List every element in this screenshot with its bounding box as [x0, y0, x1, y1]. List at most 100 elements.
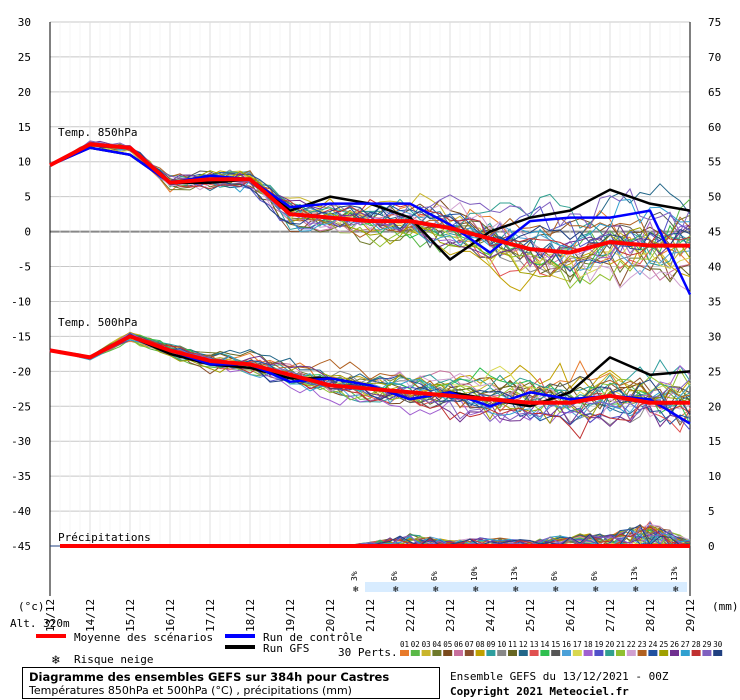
member-id-label: 03 [422, 640, 431, 649]
member-id-label: 19 [594, 640, 603, 649]
left-tick-label: -5 [18, 261, 31, 274]
left-tick-label: -40 [11, 505, 31, 518]
highlighted-runs [49, 142, 692, 548]
left-tick-label: -10 [11, 295, 31, 308]
member-id-label: 08 [476, 640, 486, 649]
altitude-label: Alt. 320m [10, 617, 70, 630]
member-color-swatch [475, 650, 485, 656]
x-tick-label: 23/12 [444, 599, 457, 632]
right-tick-label: 65 [708, 86, 721, 99]
member-color-swatch [648, 650, 658, 656]
member-color-swatch [508, 650, 517, 656]
member-color-swatch [670, 650, 679, 656]
snow-risk-label: 13% [630, 566, 639, 581]
x-axis-labels: 13/12 14/12 15/12 16/12 17/12 18/12 19/12 20/12… [44, 599, 697, 632]
member-id-label: 09 [486, 640, 495, 649]
member-id-label: 17 [573, 640, 582, 649]
right-tick-label: 40 [708, 261, 721, 274]
right-tick-label: 30 [708, 330, 721, 343]
member-id-label: 23 [638, 640, 647, 649]
member-color-swatch [616, 650, 625, 656]
snow-risk-icon: ❄ [393, 585, 399, 595]
mean-850-line [49, 142, 690, 255]
member-color-swatch [551, 650, 561, 656]
left-axis-labels: 30 25 20 15 10 5 0 -5 -10 -15 -20 -25 -30 -35 -40 -45 [11, 16, 31, 553]
legend-mean-swatch [36, 634, 66, 638]
member-id-label: 15 [551, 640, 560, 649]
member-id-label: 18 [584, 640, 594, 649]
member-line [49, 338, 691, 409]
member-color-swatch [540, 650, 550, 656]
member-id-label: 06 [454, 640, 464, 649]
left-tick-label: -30 [11, 435, 31, 448]
member-color-swatch [410, 650, 420, 656]
member-color-swatch [626, 650, 636, 656]
copyright: Copyright 2021 Meteociel.fr [450, 685, 629, 698]
member-color-swatch [486, 650, 496, 656]
snow-risk-label: 10% [470, 566, 479, 581]
member-id-label: 28 [692, 640, 702, 649]
x-tick-label: 28/12 [644, 599, 657, 632]
member-id-label: 07 [465, 640, 474, 649]
chart-title: Diagramme des ensembles GEFS sur 384h po… [29, 670, 390, 684]
member-id-label: 14 [540, 640, 550, 649]
member-color-swatch [518, 650, 528, 656]
member-id-label: 20 [605, 640, 615, 649]
member-color-swatch [659, 650, 669, 656]
member-id-label: 22 [627, 640, 636, 649]
right-tick-label: 15 [708, 435, 721, 448]
legend-perts-label: 30 Perts. [338, 646, 398, 659]
mean-500-line [49, 334, 690, 405]
legend-mean-label: Moyenne des scénarios [74, 631, 213, 644]
member-color-swatch [421, 650, 431, 656]
credits: Ensemble GEFS du 13/12/2021 - 00Z Copyri… [450, 670, 669, 700]
legend-gfs-swatch [225, 645, 255, 649]
x-tick-label: 17/12 [204, 599, 217, 632]
member-id-label: 05 [443, 640, 452, 649]
legend-control-label: Run de contrôle [263, 631, 362, 644]
right-tick-label: 55 [708, 156, 721, 169]
member-color-swatch [497, 650, 507, 656]
member-id-label: 21 [616, 640, 625, 649]
x-tick-label: 16/12 [164, 599, 177, 632]
x-tick-label: 29/12 [684, 599, 697, 632]
snow-risk-icon: ❄ [633, 585, 639, 595]
panel-label-500: Temp. 500hPa [58, 316, 137, 329]
legend-gfs-label: Run GFS [263, 642, 309, 655]
member-id-label: 30 [713, 640, 723, 649]
member-id-label: 26 [670, 640, 680, 649]
x-tick-label: 21/12 [364, 599, 377, 632]
x-tick-label: 19/12 [284, 599, 297, 632]
member-id-label: 25 [659, 640, 668, 649]
snow-risk-icon: ❄ [473, 585, 479, 595]
right-tick-label: 0 [708, 540, 715, 553]
member-color-swatch [432, 650, 442, 656]
panel-label-precip: Précipitations [58, 531, 151, 544]
member-line [49, 143, 691, 248]
member-id-label: 24 [648, 640, 658, 649]
snow-risk-icon: ❄ [553, 585, 559, 595]
member-color-swatch [529, 650, 539, 656]
member-id-label: 10 [497, 640, 507, 649]
right-tick-label: 75 [708, 16, 721, 29]
left-unit-label: (°c) [18, 600, 45, 613]
right-tick-label: 70 [708, 51, 721, 64]
member-id-label: 13 [530, 640, 539, 649]
snow-risk-icon: ❄ [513, 585, 519, 595]
member-color-swatch [680, 650, 690, 656]
member-color-swatch [637, 650, 647, 656]
left-tick-label: 0 [24, 226, 31, 239]
right-unit-label: (mm) [712, 600, 739, 613]
member-line [49, 334, 691, 440]
left-tick-label: 10 [18, 156, 31, 169]
left-tick-label: 20 [18, 86, 31, 99]
x-tick-label: 24/12 [484, 599, 497, 632]
snow-risk-icon: ❄ [673, 585, 679, 595]
member-color-swatch [443, 650, 453, 656]
right-tick-label: 45 [708, 226, 721, 239]
member-color-swatch [713, 650, 723, 656]
x-tick-label: 18/12 [244, 599, 257, 632]
right-tick-label: 5 [708, 505, 715, 518]
snow-risk-label: 6% [430, 571, 439, 581]
